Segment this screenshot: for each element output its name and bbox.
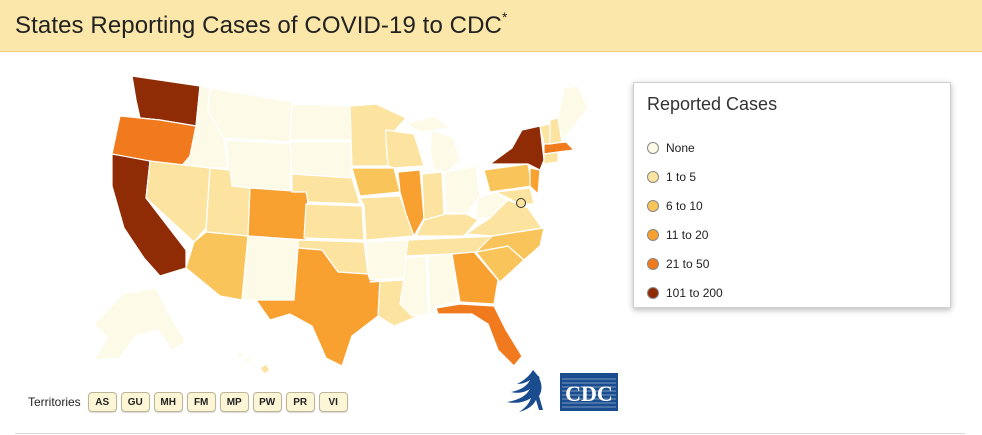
state-georgia[interactable] [451, 251, 499, 305]
state-new-mexico[interactable] [241, 235, 299, 301]
legend: Reported Cases None 1 to 5 6 to 10 11 to… [633, 82, 951, 308]
hhs-eagle-icon [503, 366, 551, 418]
state-south-dakota[interactable] [289, 141, 353, 179]
legend-swatch [647, 286, 659, 299]
territories-bar: Territories AS GU MH FM MP PW PR VI [28, 392, 352, 412]
state-mississippi[interactable] [399, 255, 429, 317]
legend-label: 101 to 200 [666, 285, 723, 300]
state-texas[interactable] [255, 247, 381, 367]
territory-button-vi[interactable]: VI [318, 392, 348, 412]
legend-label: 21 to 50 [666, 256, 710, 271]
legend-item: 101 to 200 [647, 278, 723, 307]
territory-button-pw[interactable]: PW [252, 392, 282, 412]
legend-item: 21 to 50 [647, 249, 723, 278]
legend-label: 6 to 10 [666, 198, 703, 213]
footnote-marker: * [501, 9, 508, 25]
legend-swatch [647, 170, 659, 183]
state-north-dakota[interactable] [289, 103, 353, 141]
territories-label: Territories [28, 395, 81, 409]
state-kentucky[interactable] [415, 213, 479, 237]
divider [15, 433, 965, 434]
territory-button-as[interactable]: AS [87, 392, 117, 412]
state-alaska[interactable] [93, 287, 187, 361]
state-indiana[interactable] [421, 171, 445, 221]
state-arkansas[interactable] [365, 239, 409, 281]
state-wisconsin[interactable] [385, 129, 425, 169]
state-west-virginia[interactable] [475, 191, 509, 219]
territory-button-gu[interactable]: GU [120, 392, 150, 412]
legend-label: 1 to 5 [666, 169, 697, 184]
legend-swatch [647, 199, 659, 212]
page-title: States Reporting Cases of COVID-19 to CD… [15, 9, 508, 39]
state-florida[interactable] [435, 303, 523, 367]
state-missouri[interactable] [359, 195, 415, 241]
legend-list: None 1 to 5 6 to 10 11 to 20 21 to 50 10… [647, 133, 723, 307]
territory-button-pr[interactable]: PR [285, 392, 315, 412]
legend-item: 6 to 10 [647, 191, 723, 220]
state-kansas[interactable] [303, 203, 365, 241]
us-map [60, 68, 620, 388]
legend-title: Reported Cases [647, 94, 778, 114]
state-new-jersey[interactable] [529, 167, 541, 195]
page-header: States Reporting Cases of COVID-19 to CD… [0, 0, 982, 52]
legend-item: 1 to 5 [647, 162, 723, 191]
state-arizona[interactable] [185, 231, 249, 301]
cdc-logo-text: CDC [565, 381, 613, 406]
territory-button-fm[interactable]: FM [186, 392, 216, 412]
state-iowa[interactable] [351, 167, 401, 197]
state-ohio[interactable] [443, 165, 481, 215]
state-nebraska[interactable] [291, 173, 361, 205]
state-nevada[interactable] [145, 160, 211, 243]
state-wyoming[interactable] [225, 139, 293, 193]
legend-item: 11 to 20 [647, 220, 723, 249]
legend-swatch [647, 257, 659, 270]
legend-swatch [647, 228, 659, 241]
state-hawaii-island-3 [238, 353, 242, 357]
state-alabama[interactable] [427, 253, 459, 317]
state-pennsylvania[interactable] [483, 163, 533, 193]
state-montana[interactable] [207, 87, 293, 143]
state-illinois[interactable] [397, 169, 425, 237]
cdc-logo: CDC [560, 373, 618, 411]
legend-swatch [647, 141, 659, 154]
state-hawaii-island-2 [246, 358, 250, 362]
legend-label: 11 to 20 [666, 227, 709, 242]
us-map-svg [93, 75, 589, 375]
state-new-york[interactable] [489, 125, 545, 171]
state-hawaii[interactable] [259, 363, 271, 375]
state-michigan[interactable] [429, 129, 461, 173]
state-maine[interactable] [557, 85, 589, 139]
state-district-of-columbia[interactable] [516, 198, 526, 208]
legend-item: None [647, 133, 723, 162]
legend-label: None [666, 140, 695, 155]
state-colorado[interactable] [247, 187, 309, 241]
territory-button-mh[interactable]: MH [153, 392, 183, 412]
state-michigan-upper[interactable] [405, 115, 451, 133]
territory-button-mp[interactable]: MP [219, 392, 249, 412]
